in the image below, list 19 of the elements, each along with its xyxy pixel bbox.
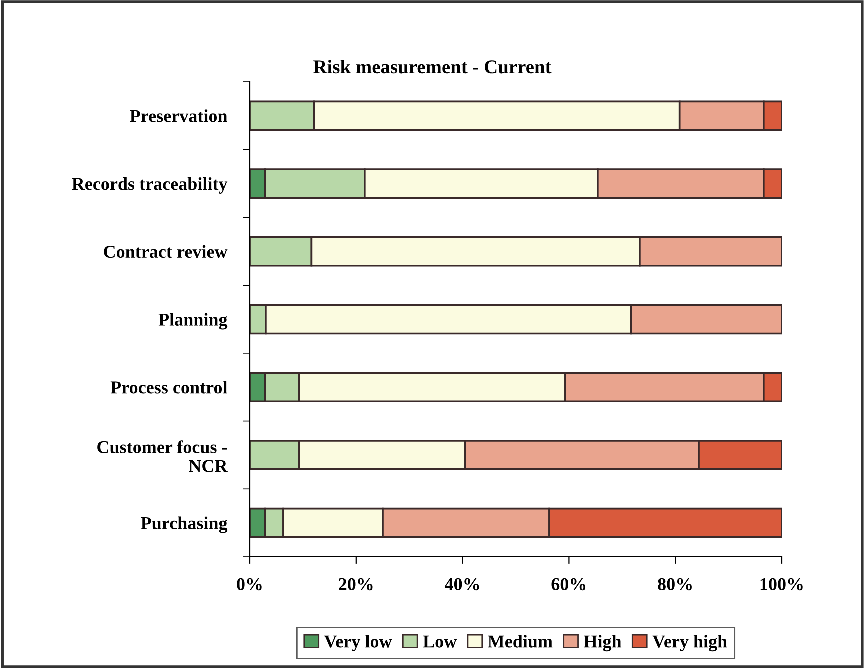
x-tick-label: 20% xyxy=(339,578,373,591)
y-tick-label: Contract review xyxy=(104,245,228,258)
y-tick-label: Customer focus - NCR xyxy=(98,440,228,472)
y-tick-label: Planning xyxy=(158,313,228,330)
legend-label: Very high xyxy=(652,635,728,652)
y-tick-label: Process control xyxy=(110,381,228,394)
legend-label: Very low xyxy=(324,635,392,652)
x-tick-label: 40% xyxy=(444,578,480,591)
x-tick-label: 100% xyxy=(760,578,803,591)
chart-title: Risk measurement - Current xyxy=(314,60,552,74)
legend-label: High xyxy=(584,635,622,652)
legend-label: Medium xyxy=(488,635,553,648)
x-tick-label: 60% xyxy=(552,578,586,591)
y-tick-label: Records traceability xyxy=(72,178,228,194)
x-tick-label: 0% xyxy=(237,578,262,591)
legend-label: Low xyxy=(423,636,458,648)
x-tick-label: 80% xyxy=(658,578,692,591)
y-tick-label: Purchasing xyxy=(141,516,228,534)
y-tick-label: Preservation xyxy=(130,110,228,122)
